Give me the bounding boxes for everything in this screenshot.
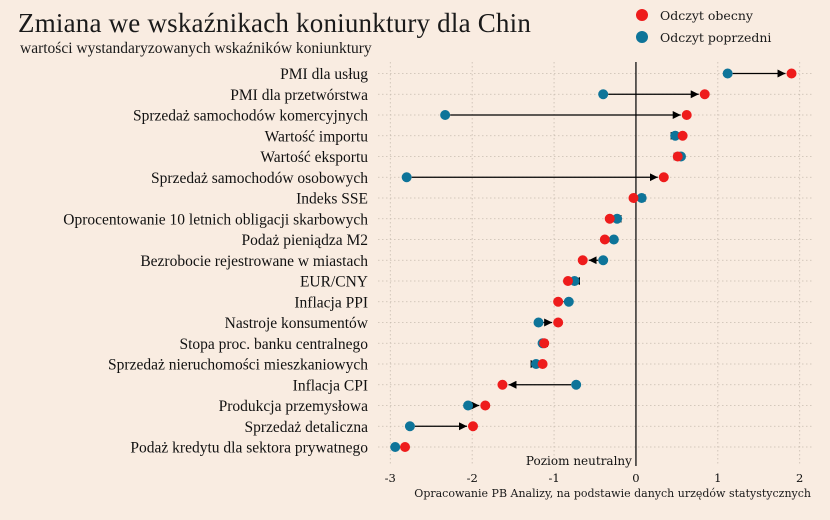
- legend-label-current: Odczyt obecny: [660, 7, 753, 23]
- category-label: Inflacja PPI: [294, 294, 368, 311]
- x-tick-label: 2: [796, 471, 803, 485]
- category-label: EUR/CNY: [300, 274, 368, 291]
- x-tick-label: 1: [714, 471, 721, 485]
- legend-item-current: Odczyt obecny: [636, 4, 771, 26]
- x-tick-label: -2: [467, 471, 478, 485]
- previous-point: [670, 130, 681, 141]
- legend-label-previous: Odczyt poprzedni: [660, 29, 772, 45]
- current-point: [699, 89, 710, 100]
- category-label: Podaż pieniądza M2: [241, 232, 368, 249]
- category-label: Bezrobocie rejestrowane w miastach: [140, 253, 368, 270]
- previous-point: [533, 317, 544, 328]
- previous-point: [608, 234, 619, 245]
- current-point: [599, 234, 610, 245]
- previous-point: [722, 68, 733, 79]
- category-label: PMI dla przetwórstwa: [230, 87, 368, 104]
- category-label: PMI dla usług: [280, 66, 368, 83]
- previous-point: [390, 442, 401, 452]
- neutral-label: Poziom neutralny: [526, 454, 632, 468]
- current-point: [577, 255, 588, 266]
- chart-subtitle: wartości wystandaryzowanych wskaźników k…: [20, 40, 372, 57]
- category-label: Sprzedaż nieruchomości mieszkaniowych: [108, 357, 368, 374]
- current-point: [562, 276, 573, 286]
- current-point: [628, 193, 639, 203]
- category-label: Stopa proc. banku centralnego: [179, 336, 368, 353]
- previous-point: [440, 110, 451, 120]
- category-label: Sprzedaż samochodów osobowych: [151, 170, 368, 187]
- current-point: [672, 151, 683, 162]
- previous-point: [636, 193, 647, 203]
- category-label: Wartość eksportu: [260, 149, 368, 166]
- previous-point: [571, 379, 582, 390]
- current-point: [539, 338, 550, 349]
- current-point: [604, 213, 615, 224]
- previous-point: [598, 89, 609, 100]
- current-point: [400, 442, 411, 452]
- x-tick-label: 0: [632, 471, 639, 485]
- current-point: [681, 110, 692, 120]
- current-point: [658, 172, 669, 183]
- x-tick-label: -3: [385, 471, 396, 485]
- current-point: [467, 421, 478, 432]
- category-label: Wartość importu: [265, 128, 369, 145]
- category-label: Produkcja przemysłowa: [219, 398, 368, 415]
- current-point: [480, 400, 491, 411]
- current-point: [497, 379, 508, 390]
- current-point: [677, 130, 688, 141]
- category-label: Indeks SSE: [296, 191, 368, 208]
- category-label: Nastroje konsumentów: [225, 315, 369, 332]
- legend-item-previous: Odczyt poprzedni: [636, 26, 771, 48]
- previous-point: [401, 172, 412, 183]
- legend-marker-previous: [636, 31, 648, 43]
- current-point: [786, 68, 797, 79]
- legend-marker-current: [636, 9, 648, 21]
- current-point: [553, 317, 564, 328]
- previous-point: [612, 213, 623, 224]
- current-point: [537, 359, 548, 369]
- chart-title: Zmiana we wskaźnikach koniunktury dla Ch…: [18, 8, 532, 38]
- category-label: Oprocentowanie 10 letnich obligacji skar…: [63, 211, 368, 228]
- previous-point: [404, 421, 415, 432]
- legend: Odczyt obecny Odczyt poprzedni: [636, 4, 771, 48]
- source-note: Opracowanie PB Analizy, na podstawie dan…: [414, 487, 811, 500]
- current-point: [553, 296, 564, 307]
- category-label: Podaż kredytu dla sektora prywatnego: [130, 440, 368, 457]
- previous-point: [598, 255, 609, 266]
- category-label: Sprzedaż samochodów komercyjnych: [133, 108, 368, 125]
- x-tick-label: -1: [548, 471, 559, 485]
- category-label: Sprzedaż detaliczna: [245, 419, 369, 436]
- previous-point: [463, 400, 474, 411]
- category-label: Inflacja CPI: [293, 377, 368, 394]
- previous-point: [563, 296, 574, 307]
